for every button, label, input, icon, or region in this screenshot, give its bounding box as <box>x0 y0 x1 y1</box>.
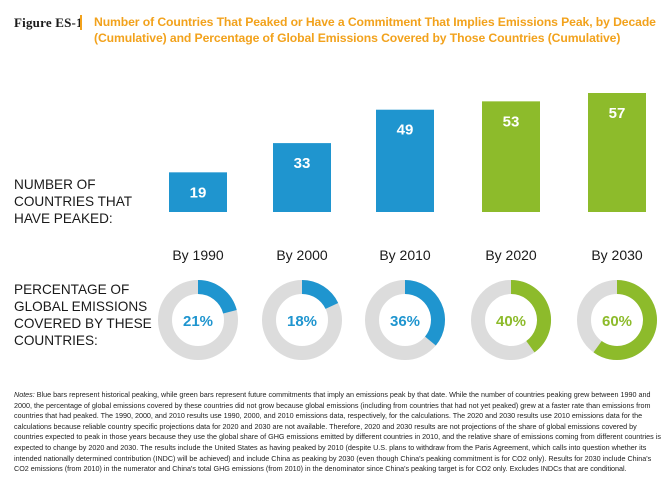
donut-segment-0 <box>197 280 237 314</box>
donut-value-label-3: 40% <box>496 313 526 330</box>
figure-label: Figure ES-1 <box>14 15 83 30</box>
category-label-4: By 2030 <box>591 247 643 263</box>
bar-value-label-4: 57 <box>609 105 626 122</box>
donut-value-label-1: 18% <box>287 313 317 330</box>
donut-value-label-4: 60% <box>602 313 632 330</box>
category-label-0: By 1990 <box>172 247 224 263</box>
donut-segment-2 <box>404 280 445 346</box>
category-label-3: By 2020 <box>485 247 537 263</box>
bar-value-label-3: 53 <box>503 113 520 130</box>
bar-value-label-0: 19 <box>190 184 207 201</box>
countries-row-label: NUMBER OF COUNTRIES THAT HAVE PEAKED: <box>14 177 132 226</box>
category-label-1: By 2000 <box>276 247 328 263</box>
donut-segment-1 <box>301 280 339 310</box>
bar-4 <box>588 93 646 212</box>
bar-value-label-1: 33 <box>294 155 311 172</box>
donut-segment-4 <box>593 280 657 360</box>
donut-segment-3 <box>510 280 551 353</box>
figure-title: Number of Countries That Peaked or Have … <box>94 15 656 45</box>
emissions-row-label: PERCENTAGE OF GLOBAL EMISSIONS COVERED B… <box>14 282 152 348</box>
peaking-chart: 19 By 1990 33 By 2000 49 By 2010 53 By 2020 57 By… <box>158 93 657 360</box>
bar-2 <box>376 109 434 212</box>
notes-text: Blue bars represent historical peaking, … <box>14 390 661 474</box>
figure-title-divider <box>80 15 82 30</box>
bar-value-label-2: 49 <box>397 122 414 139</box>
notes-lead: Notes: <box>14 390 35 399</box>
donut-value-label-0: 21% <box>183 313 213 330</box>
bar-3 <box>482 101 540 212</box>
notes: Notes: Blue bars represent historical pe… <box>14 390 662 475</box>
category-label-2: By 2010 <box>379 247 431 263</box>
bar-0 <box>169 172 227 212</box>
bar-1 <box>273 143 331 212</box>
donut-value-label-2: 36% <box>390 313 420 330</box>
